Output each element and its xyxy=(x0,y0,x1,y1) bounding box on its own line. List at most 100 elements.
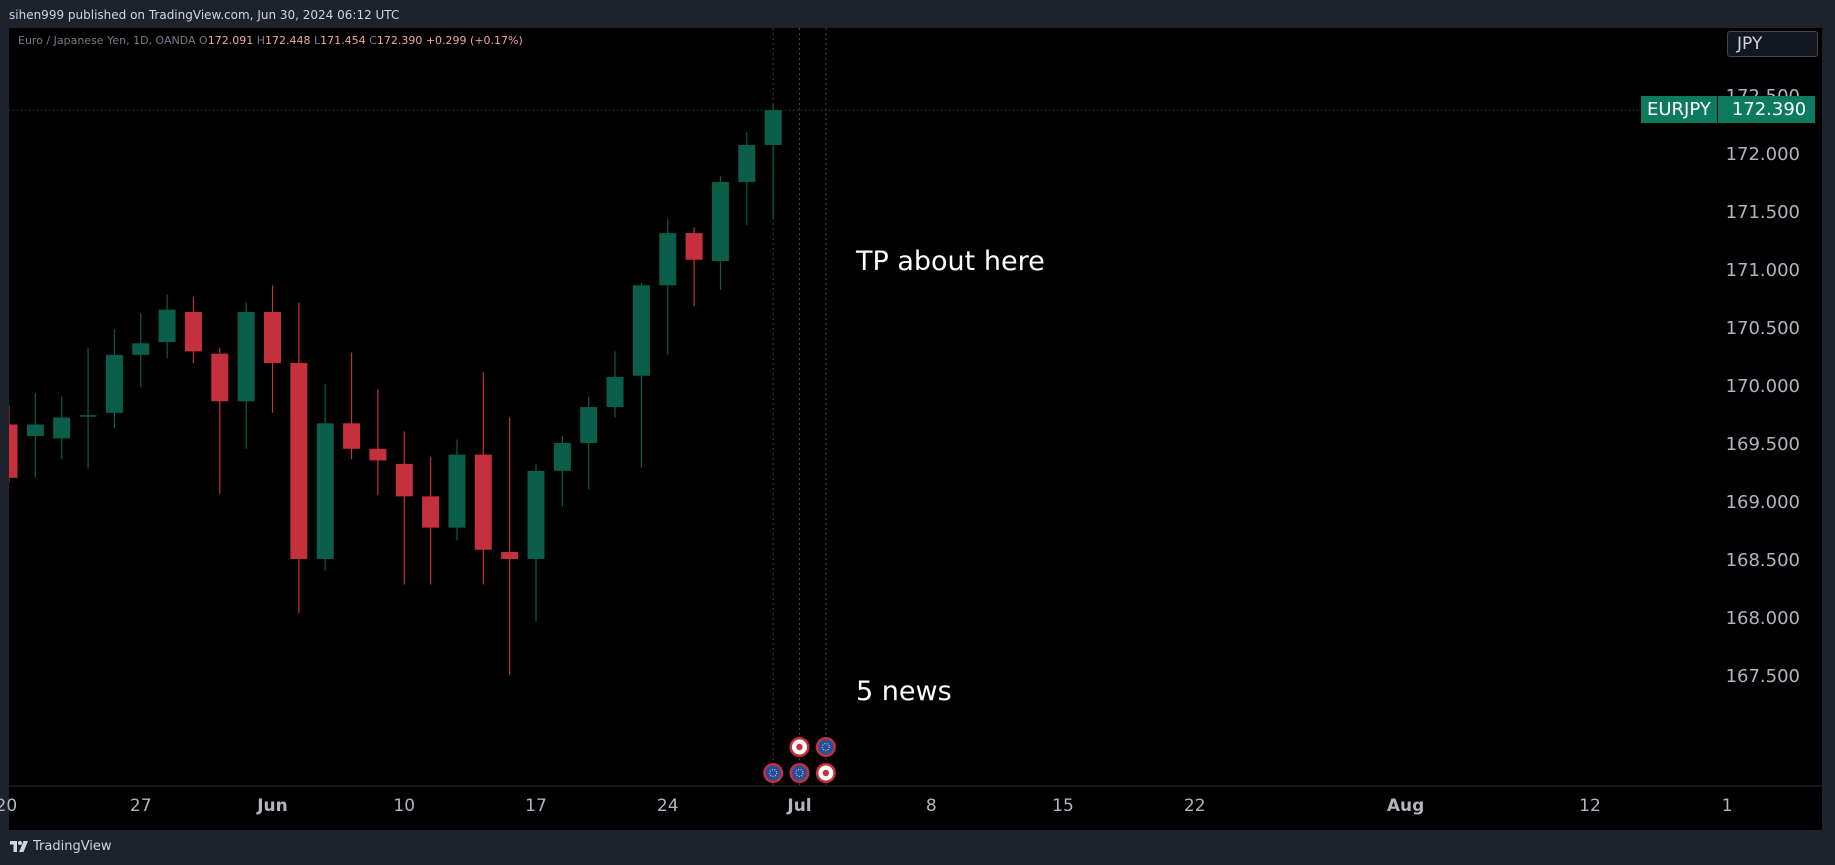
chart-frame[interactable]: Euro / Japanese Yen, 1D, OANDA O172.091 … xyxy=(0,28,1822,830)
last-price-value: 172.390 xyxy=(1717,96,1816,123)
price-tick-label: 170.500 xyxy=(1725,318,1800,340)
candle-body xyxy=(422,496,440,528)
candle-body xyxy=(237,311,255,402)
change-value: +0.299 (+0.17%) xyxy=(425,34,523,47)
candle-body xyxy=(395,463,413,497)
candle-body xyxy=(26,424,44,437)
open-label: O xyxy=(199,34,208,47)
time-tick-label: Jul xyxy=(787,796,812,816)
candle-body xyxy=(290,362,308,559)
high-value: 172.448 xyxy=(265,34,311,47)
time-tick-label: 22 xyxy=(1183,796,1206,816)
candle-up xyxy=(606,351,624,418)
last-price-symbol: EURJPY xyxy=(1641,96,1718,123)
candle-body xyxy=(448,454,466,528)
candle-up xyxy=(527,463,545,622)
high-label: H xyxy=(256,34,265,47)
time-tick-label: 20 xyxy=(0,796,18,816)
tp-annotation[interactable]: TP about here xyxy=(856,246,1045,277)
candle-down xyxy=(685,227,703,307)
eu-news-icon xyxy=(789,763,810,783)
candle-body xyxy=(105,354,123,413)
candle-down xyxy=(264,285,281,413)
price-tick-label: 167.500 xyxy=(1725,666,1800,688)
candle-up xyxy=(316,383,334,571)
candle-body xyxy=(9,424,18,478)
price-tick-label: 169.000 xyxy=(1725,492,1800,514)
time-tick-label: 17 xyxy=(525,796,547,816)
tradingview-logo[interactable]: TradingView xyxy=(10,839,112,854)
candle-body xyxy=(211,353,229,402)
open-value: 172.091 xyxy=(207,34,254,47)
time-tick-label: 12 xyxy=(1579,796,1601,816)
candle-up xyxy=(553,436,571,507)
candle-body xyxy=(79,415,97,417)
candle-body xyxy=(527,470,545,559)
tradingview-logo-icon xyxy=(10,841,28,852)
eu-news-icon xyxy=(815,737,836,757)
price-tick-label: 171.000 xyxy=(1725,260,1800,282)
brand-label: TradingView xyxy=(33,839,112,854)
candle-body xyxy=(501,552,519,559)
candle-body xyxy=(632,285,650,376)
candle-up xyxy=(105,329,123,428)
candle-body xyxy=(369,448,387,461)
candle-body xyxy=(343,423,361,449)
symbol-description: Euro / Japanese Yen, 1D, OANDA xyxy=(18,34,196,47)
candle-body xyxy=(264,311,281,363)
candle-up xyxy=(53,396,71,460)
news-annotation[interactable]: 5 news xyxy=(856,676,952,707)
footer-bar: TradingView xyxy=(0,830,1835,865)
candle-up xyxy=(158,294,176,359)
candle-body xyxy=(184,311,202,352)
time-tick-label: 27 xyxy=(129,796,152,816)
close-value: 172.390 xyxy=(376,34,423,47)
price-tick-label: 171.500 xyxy=(1725,202,1800,224)
candle-up xyxy=(711,176,729,290)
candle-down xyxy=(369,389,387,496)
candle-body xyxy=(316,423,334,559)
time-tick-label: 10 xyxy=(393,796,416,816)
candle-down xyxy=(211,347,229,495)
candle-body xyxy=(53,417,71,439)
candle-up xyxy=(237,302,255,449)
candle-body xyxy=(711,182,729,261)
time-tick-label: Aug xyxy=(1386,796,1425,816)
candle-down xyxy=(184,296,202,363)
candle-body xyxy=(158,309,176,343)
price-tick-label: 168.000 xyxy=(1725,608,1800,630)
candle-body xyxy=(606,376,624,408)
candle-body xyxy=(685,233,703,260)
candle-down xyxy=(474,372,492,585)
candle-body xyxy=(659,233,677,286)
low-value: 171.454 xyxy=(320,34,366,47)
publish-header: sihen999 published on TradingView.com, J… xyxy=(0,0,1835,28)
candle-up xyxy=(738,132,756,225)
candle-up xyxy=(764,103,782,220)
symbol-legend: Euro / Japanese Yen, 1D, OANDA O172.091 … xyxy=(18,34,523,47)
candle-up xyxy=(79,347,97,469)
candle-up xyxy=(26,393,44,478)
candle-down xyxy=(9,404,18,483)
candle-up xyxy=(132,313,150,388)
candle-up xyxy=(580,396,598,490)
price-tick-label: 172.000 xyxy=(1725,144,1800,166)
currency-button[interactable]: JPY xyxy=(1727,31,1818,57)
candle-up xyxy=(632,282,650,468)
candle-body xyxy=(474,454,492,550)
candle-up xyxy=(659,219,677,355)
price-tick-label: 169.500 xyxy=(1725,434,1800,456)
time-tick-label: 19 xyxy=(1721,796,1732,816)
time-tick-label: 8 xyxy=(925,796,937,816)
candle-body xyxy=(132,343,150,355)
candle-body xyxy=(580,407,598,444)
candle-down xyxy=(422,456,440,585)
candle-body xyxy=(738,144,756,183)
close-label: C xyxy=(369,34,377,47)
candle-body xyxy=(764,110,782,145)
eu-news-icon xyxy=(763,763,784,783)
chart-canvas[interactable] xyxy=(9,28,1822,830)
candle-down xyxy=(343,352,361,460)
low-label: L xyxy=(314,34,321,47)
time-tick-label: 15 xyxy=(1052,796,1074,816)
